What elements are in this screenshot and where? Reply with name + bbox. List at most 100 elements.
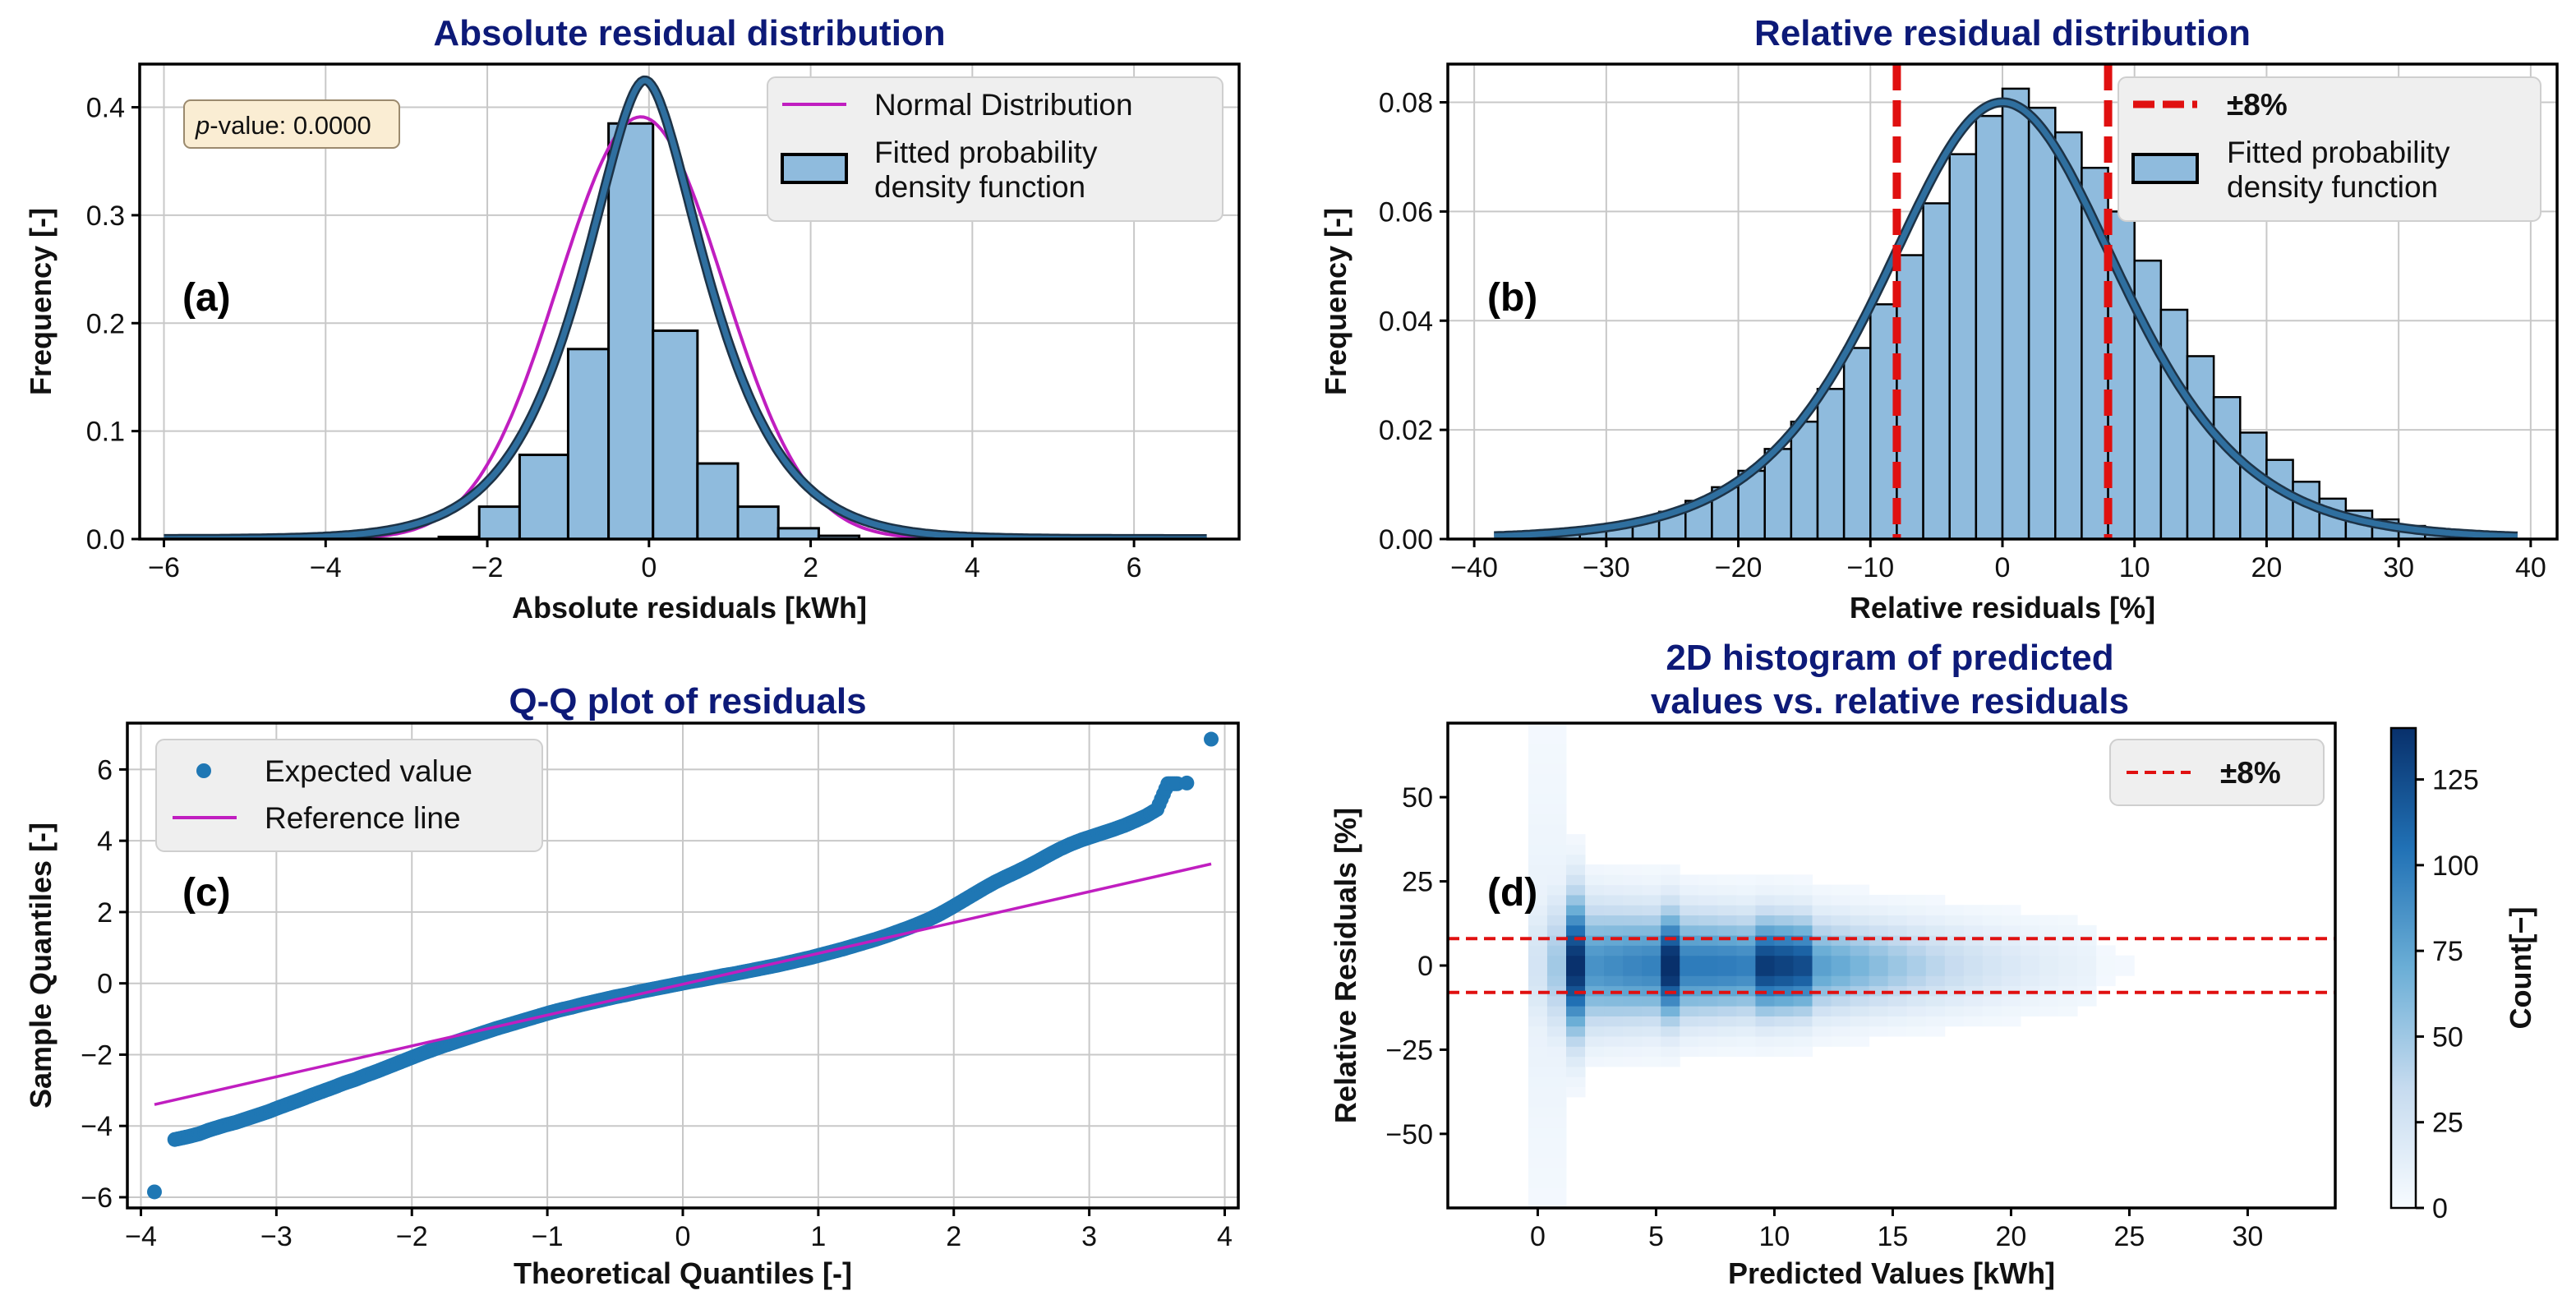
- heatmap-cell: [2001, 966, 2021, 976]
- heatmap-cell: [1793, 975, 1813, 987]
- panel-b-legend-threshold: ±8%: [2227, 88, 2288, 122]
- heatmap-cell: [1831, 924, 1851, 936]
- heatmap-cell: [1831, 1016, 1851, 1027]
- heatmap-cell: [1850, 905, 1870, 916]
- x-tick-label: −3: [260, 1221, 293, 1252]
- heatmap-cell: [1831, 884, 1851, 896]
- heatmap-cell: [1623, 995, 1643, 1007]
- heatmap-cell: [1717, 1006, 1737, 1016]
- heatmap-cell: [1546, 1086, 1567, 1098]
- heatmap-cell: [1642, 945, 1661, 956]
- heatmap-cell: [2001, 905, 2021, 916]
- heatmap-cell: [1528, 995, 1548, 1007]
- heatmap-cell: [1717, 955, 1737, 966]
- panel-a-legend: Normal Distribution Fitted probability d…: [767, 76, 1223, 222]
- heatmap-cell: [1680, 1036, 1699, 1047]
- heatmap-cell: [1698, 884, 1718, 896]
- heatmap-cell: [1661, 966, 1680, 976]
- heatmap-cell: [1661, 905, 1680, 916]
- histogram-bar: [518, 454, 569, 539]
- heatmap-cell: [1546, 966, 1567, 976]
- panel-d-title-line-2: values vs. relative residuals: [1651, 681, 2129, 721]
- heatmap-cell: [1585, 955, 1605, 966]
- heatmap-cell: [1944, 1006, 1965, 1016]
- heatmap-cell: [1546, 945, 1567, 956]
- heatmap-cell: [1528, 1167, 1548, 1178]
- heatmap-cell: [1642, 905, 1661, 916]
- heatmap-cell: [2096, 945, 2116, 956]
- y-tick-label: 0.0: [86, 524, 125, 555]
- x-tick-label: −4: [125, 1221, 157, 1252]
- heatmap-cell: [1736, 1016, 1756, 1027]
- heatmap-cell: [1528, 874, 1548, 886]
- heatmap-cell: [1528, 966, 1548, 976]
- heatmap-cell: [1604, 874, 1624, 886]
- heatmap-cell: [1585, 1036, 1605, 1047]
- heatmap-cell: [1963, 1006, 1984, 1016]
- x-tick-label: 0: [641, 552, 657, 583]
- heatmap-cell: [1887, 905, 1908, 916]
- histogram-bar: [1922, 202, 1951, 539]
- heatmap-cell: [1528, 1076, 1548, 1087]
- heatmap-cell: [1755, 884, 1775, 896]
- y-tick-label: −25: [1385, 1035, 1433, 1066]
- heatmap-cell: [1528, 794, 1548, 804]
- heatmap-cell: [2058, 945, 2078, 956]
- heatmap-cell: [1698, 1006, 1718, 1016]
- heatmap-cell: [1566, 1066, 1586, 1077]
- histogram-bar: [2027, 106, 2057, 539]
- heatmap-cell: [1604, 905, 1624, 916]
- panel-a-bars: [437, 122, 861, 539]
- heatmap-cell: [1680, 955, 1699, 966]
- heatmap-cell: [2039, 945, 2059, 956]
- heatmap-cell: [1944, 1016, 1965, 1027]
- heatmap-cell: [1546, 1006, 1567, 1016]
- panel-b-legend-pdf-1: Fitted probability: [2227, 136, 2450, 169]
- histogram-bar: [2054, 131, 2083, 539]
- heatmap-cell: [1963, 935, 1984, 946]
- heatmap-cell: [1528, 733, 1548, 744]
- x-tick-label: −1: [532, 1221, 564, 1252]
- heatmap-cell: [1566, 935, 1586, 946]
- panel-a-legend-box: [767, 76, 1223, 222]
- heatmap-cell: [1774, 1026, 1794, 1037]
- panel-d-yticks: −50 −25 0 25 50: [1385, 782, 1448, 1150]
- heatmap-cell: [1887, 995, 1908, 1007]
- heatmap-cell: [1850, 884, 1870, 896]
- histogram-bar: [607, 122, 655, 539]
- heatmap-cell: [1604, 1026, 1624, 1037]
- heatmap-cell: [1812, 935, 1832, 946]
- panel-d-title-line-1: 2D histogram of predicted: [1666, 638, 2113, 678]
- heatmap-cell: [1528, 1147, 1548, 1159]
- heatmap-cell: [2058, 924, 2078, 936]
- heatmap-cell: [1736, 935, 1756, 946]
- heatmap-cell: [2039, 1006, 2059, 1016]
- heatmap-cell: [1982, 955, 2002, 966]
- heatmap-cell: [1604, 1016, 1624, 1027]
- heatmap-cell: [1623, 1036, 1643, 1047]
- y-tick-label: 25: [1402, 867, 1433, 898]
- heatmap-cell: [2039, 966, 2059, 976]
- heatmap-cell: [1623, 1016, 1643, 1027]
- panel-c-legend-expected: Expected value: [265, 754, 472, 788]
- heatmap-cell: [1698, 1016, 1718, 1027]
- heatmap-cell: [1698, 995, 1718, 1007]
- heatmap-cell: [1585, 1026, 1605, 1037]
- heatmap-cell: [1528, 935, 1548, 946]
- panel-c-tag: (c): [182, 871, 231, 915]
- x-tick-label: −4: [310, 552, 342, 583]
- heatmap-cell: [1604, 955, 1624, 966]
- heatmap-cell: [1850, 955, 1870, 966]
- colorbar-tick-label: 25: [2432, 1108, 2463, 1139]
- heatmap-cell: [1566, 844, 1586, 855]
- heatmap-cell: [1812, 1026, 1832, 1037]
- heatmap-cell: [1906, 894, 1927, 906]
- heatmap-cell: [1906, 935, 1927, 946]
- heatmap-cell: [1982, 915, 2002, 926]
- heatmap-cell: [1585, 884, 1605, 896]
- heatmap-cell: [1887, 966, 1908, 976]
- heatmap-cell: [1793, 1036, 1813, 1047]
- heatmap-cell: [1528, 1197, 1548, 1208]
- heatmap-cell: [1546, 1026, 1567, 1037]
- heatmap-cell: [1642, 874, 1661, 886]
